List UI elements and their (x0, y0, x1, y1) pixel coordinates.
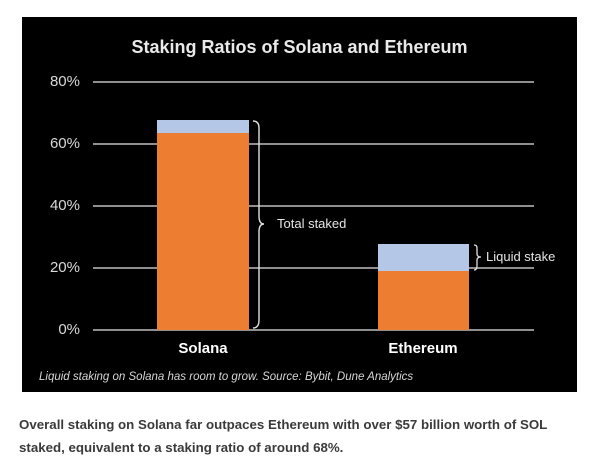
x-label-solana: Solana (178, 340, 228, 357)
solana-native-bar (157, 133, 249, 330)
chart-container: Staking Ratios of Solana and Ethereum 80… (22, 17, 577, 392)
ethereum-liquid-bar (378, 244, 469, 271)
liquid-stake-brace-icon (473, 244, 482, 271)
liquid-stake-label: Liquid stake (486, 249, 556, 264)
y-tick-0: 0% (58, 321, 80, 338)
gridline-40 (93, 205, 534, 207)
chart-footnote: Liquid staking on Solana has room to gro… (39, 371, 414, 383)
gridline-0 (93, 329, 534, 331)
y-tick-80: 80% (49, 73, 80, 90)
gridline-80 (93, 81, 534, 83)
y-tick-40: 40% (49, 197, 80, 214)
y-tick-60: 60% (49, 135, 80, 152)
gridline-20 (93, 267, 534, 269)
chart-title: Staking Ratios of Solana and Ethereum (131, 37, 468, 57)
total-staked-label: Total staked (277, 216, 347, 231)
solana-liquid-bar (157, 120, 249, 133)
y-tick-20: 20% (49, 259, 80, 276)
gridline-60 (93, 143, 534, 145)
ethereum-native-bar (378, 271, 469, 330)
x-label-ethereum: Ethereum (388, 340, 458, 357)
total-staked-brace-icon (252, 120, 265, 329)
image-caption: Overall staking on Solana far outpaces E… (19, 417, 548, 455)
